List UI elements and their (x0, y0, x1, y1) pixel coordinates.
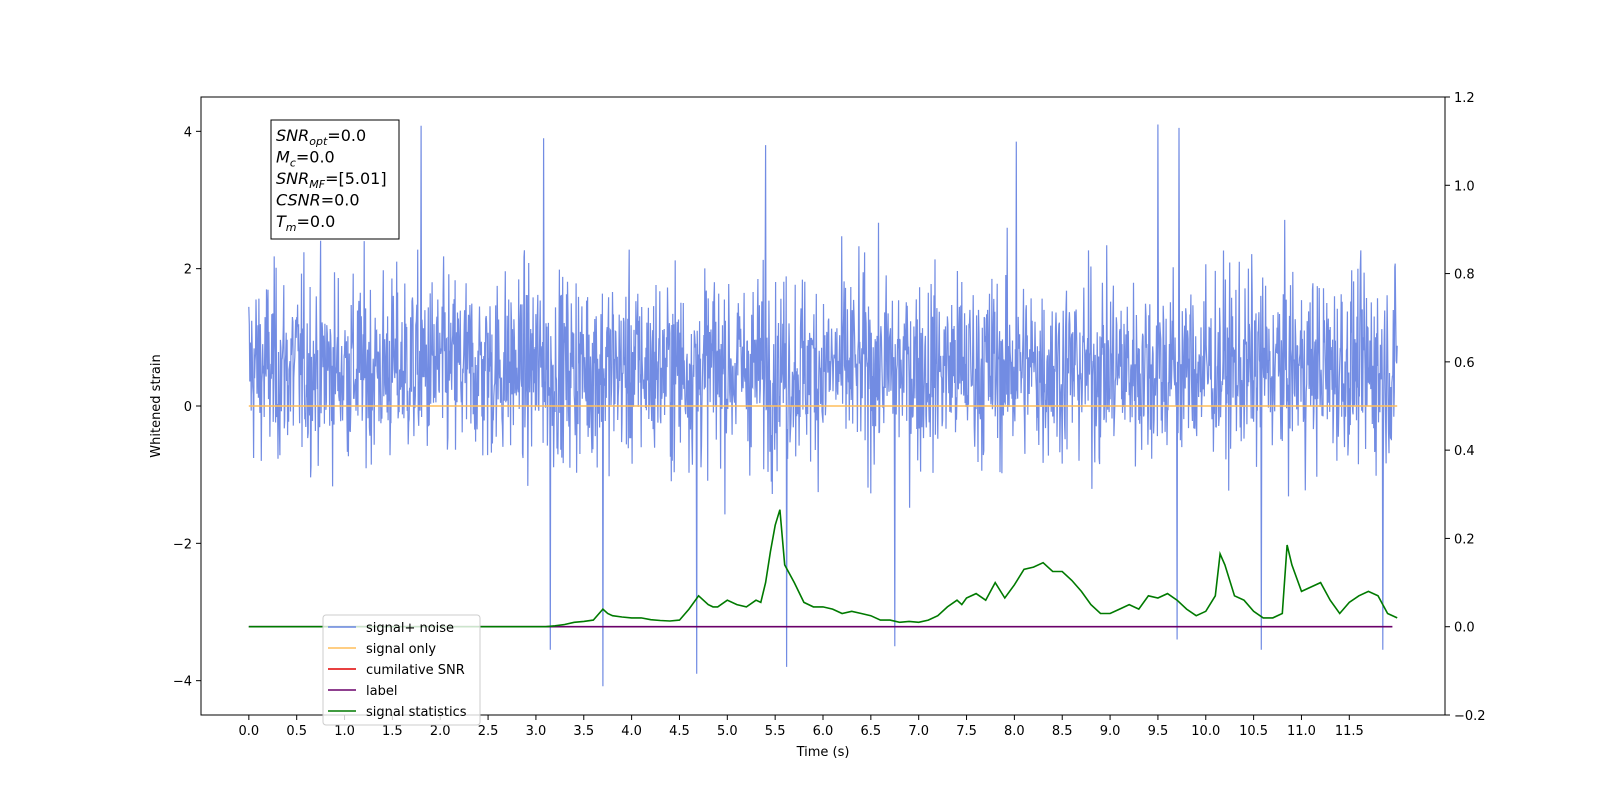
info-line-symbol: SNR (276, 169, 309, 188)
legend-label: signal only (366, 642, 436, 657)
legend-label: label (366, 684, 397, 699)
info-line-value: =0.0 (297, 212, 336, 231)
info-line: CSNR=0.0 (276, 191, 360, 210)
x-tick-label: 6.0 (813, 724, 834, 739)
x-tick-label: 8.0 (1004, 724, 1025, 739)
y2-tick-label: 0.4 (1454, 444, 1475, 459)
y2-tick-label: 1.0 (1454, 179, 1475, 194)
info-box: SNRopt=0.0Mc=0.0SNRMF=[5.01]CSNR=0.0Tm=0… (270, 119, 400, 240)
info-line-value: =0.0 (296, 148, 335, 167)
x-tick-label: 5.0 (717, 724, 738, 739)
series-signal-statistics-line (248, 509, 1398, 628)
info-line: SNRMF=[5.01] (276, 169, 387, 191)
info-box-frame (270, 119, 400, 240)
legend-frame (322, 614, 481, 726)
x-tick-label: 3.5 (573, 724, 594, 739)
y2-tick-label: 1.2 (1454, 91, 1475, 106)
x-tick-label: 5.5 (765, 724, 786, 739)
y2-tick-label: −0.2 (1454, 709, 1486, 724)
x-tick-label: 1.0 (334, 724, 355, 739)
info-line: SNRopt=0.0 (276, 126, 366, 148)
x-tick-label: 11.5 (1335, 724, 1364, 739)
y-tick-label: 2 (184, 263, 192, 278)
x-tick-label: 8.5 (1052, 724, 1073, 739)
x-tick-label: 9.0 (1100, 724, 1121, 739)
x-tick-label: 6.5 (861, 724, 882, 739)
x-tick-label: 3.0 (526, 724, 547, 739)
info-line-symbol: SNR (276, 126, 309, 145)
y2-tick-label: 0.6 (1454, 356, 1475, 371)
info-line-subscript: c (290, 157, 296, 170)
x-tick-label: 7.5 (956, 724, 977, 739)
info-line-subscript: m (286, 221, 297, 234)
x-axis: 0.0 0.5 1.0 1.5 2.0 2.5 3.0 3.5 4.0 4.5 5.0 5.5 6.0 6… (239, 715, 1364, 739)
info-line-symbol: T (276, 212, 287, 231)
x-axis-label: Time (s) (796, 745, 850, 760)
y-axis: 4 2 0 −2 −4 (173, 125, 201, 690)
info-line: Tm=0.0 (276, 212, 335, 234)
info-line-value: =[5.01] (325, 169, 387, 188)
x-tick-label: 11.0 (1287, 724, 1316, 739)
y-tick-label: 4 (184, 125, 192, 140)
legend-label: signal+ noise (366, 621, 454, 636)
info-line: Mc=0.0 (276, 148, 335, 170)
x-tick-label: 1.5 (382, 724, 403, 739)
plot-area (248, 124, 1398, 687)
info-line-symbol: CSNR (276, 191, 321, 210)
x-tick-label: 10.0 (1191, 724, 1220, 739)
y-tick-label: 0 (184, 400, 192, 415)
y2-tick-label: 0.2 (1454, 532, 1475, 547)
info-line-value: =0.0 (327, 126, 366, 145)
y-tick-label: −2 (173, 537, 192, 552)
y-tick-label: −4 (173, 675, 192, 690)
x-tick-label: 4.0 (621, 724, 642, 739)
y2-tick-label: 0.8 (1454, 268, 1475, 283)
x-tick-label: 0.5 (286, 724, 307, 739)
info-line-symbol: M (276, 148, 290, 167)
x-tick-label: 2.5 (478, 724, 499, 739)
x-tick-label: 9.5 (1148, 724, 1169, 739)
y2-axis-right: 1.2 1.0 0.8 0.6 0.4 0.2 0.0 −0.2 (1445, 91, 1486, 724)
legend: signal+ noise signal only cumilative SNR la… (322, 614, 481, 726)
info-line-value: =0.0 (321, 191, 360, 210)
legend-label: cumilative SNR (366, 663, 465, 678)
info-line-subscript: opt (309, 135, 328, 148)
y-axis-label: Whitened strain (149, 354, 164, 457)
info-line-subscript: MF (309, 178, 325, 191)
x-tick-label: 4.5 (669, 724, 690, 739)
x-tick-label: 2.0 (430, 724, 451, 739)
y2-tick-label: 0.0 (1454, 621, 1475, 636)
x-tick-label: 0.0 (239, 724, 260, 739)
x-tick-label: 10.5 (1239, 724, 1268, 739)
x-tick-label: 7.0 (908, 724, 929, 739)
series-signal-noise-line (248, 124, 1398, 687)
legend-label: signal statistics (366, 705, 467, 720)
